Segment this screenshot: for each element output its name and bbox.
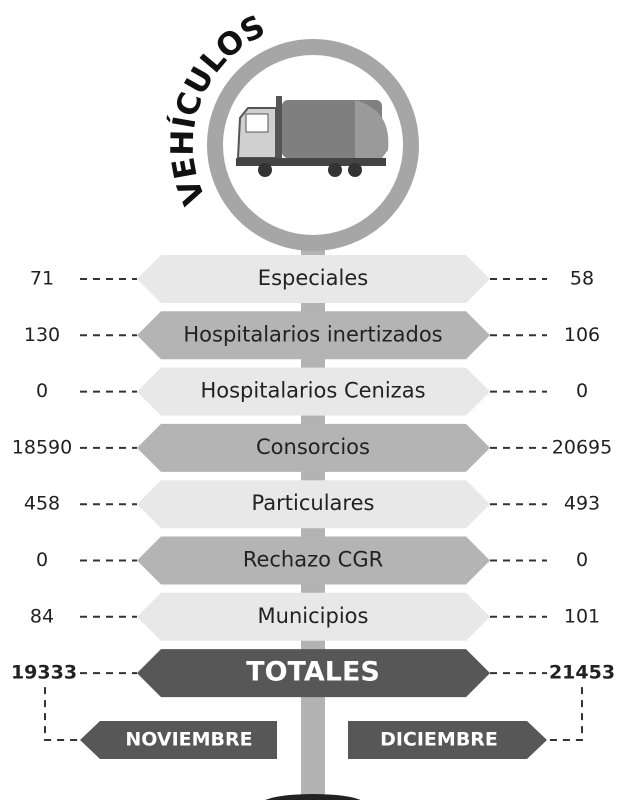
month-label: NOVIEMBRE	[125, 729, 252, 751]
diciembre-value: 106	[564, 324, 600, 346]
noviembre-value: 458	[24, 493, 60, 515]
dash-line	[45, 687, 80, 740]
noviembre-value: 71	[30, 268, 54, 290]
noviembre-value: 18590	[12, 436, 72, 458]
category-label: Municipios	[258, 604, 369, 628]
noviembre-total: 19333	[11, 662, 77, 684]
noviembre-value: 0	[36, 380, 48, 402]
category-label: Particulares	[252, 491, 375, 515]
category-label: Especiales	[258, 266, 368, 290]
diciembre-value: 0	[576, 549, 588, 571]
diciembre-value: 493	[564, 493, 600, 515]
diciembre-total: 21453	[549, 662, 615, 684]
diciembre-value: 58	[570, 268, 594, 290]
category-label: Hospitalarios inertizados	[183, 322, 442, 346]
truck-icon	[236, 96, 388, 177]
diciembre-value: 20695	[552, 436, 612, 458]
diciembre-value: 0	[576, 380, 588, 402]
category-label: Rechazo CGR	[243, 548, 383, 572]
diciembre-value: 101	[564, 605, 600, 627]
noviembre-value: 84	[30, 605, 54, 627]
dash-line	[547, 687, 582, 740]
infographic: VEHÍCULOS Especiales7158Hospitalarios in…	[0, 0, 618, 800]
category-label: Consorcios	[256, 435, 370, 459]
month-label: DICIEMBRE	[380, 729, 498, 751]
totals-label: TOTALES	[246, 657, 380, 688]
noviembre-value: 0	[36, 549, 48, 571]
category-label: Hospitalarios Cenizas	[200, 379, 425, 403]
pole-base	[261, 794, 365, 800]
noviembre-value: 130	[24, 324, 60, 346]
